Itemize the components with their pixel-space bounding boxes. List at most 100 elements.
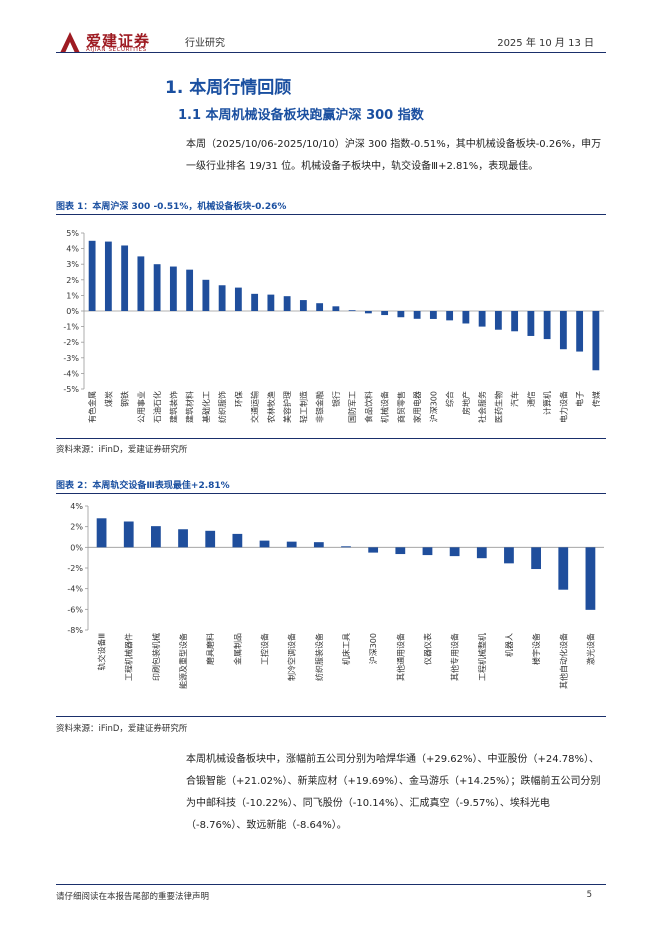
x-tick-label: 电子 — [575, 391, 585, 407]
y-tick-label: 3% — [66, 260, 79, 269]
figure-2-bottom-divider — [56, 716, 606, 717]
bar — [251, 293, 259, 311]
bar — [531, 547, 541, 570]
x-tick-label: 社会服务 — [477, 391, 487, 423]
report-category: 行业研究 — [185, 38, 225, 49]
x-tick-label: 沪深300 — [428, 391, 438, 422]
bar — [205, 530, 216, 548]
bar — [527, 311, 535, 336]
y-tick-label: 0% — [70, 543, 83, 552]
bar — [585, 547, 596, 610]
x-tick-label: 基础化工 — [201, 391, 211, 423]
y-tick-label: -2% — [67, 564, 83, 573]
x-tick-label: 煤炭 — [103, 391, 113, 407]
bar — [592, 311, 600, 371]
figure-1-divider — [56, 214, 606, 215]
bar — [218, 285, 226, 311]
x-tick-label: 其他通用设备 — [395, 633, 405, 681]
y-tick-label: 2% — [70, 523, 83, 532]
bar — [395, 547, 406, 555]
x-tick-label: 石油石化 — [152, 391, 162, 423]
bar — [368, 547, 379, 553]
bar — [478, 311, 486, 327]
x-tick-label: 金属制品 — [232, 633, 242, 665]
bar — [429, 311, 437, 319]
bar — [332, 306, 340, 311]
y-tick-label: -4% — [67, 585, 83, 594]
x-tick-label: 有色金属 — [87, 391, 97, 423]
logo-text: 爱建证券 — [86, 32, 151, 50]
header-divider — [56, 52, 606, 53]
x-tick-label: 非银金融 — [315, 391, 325, 423]
footer-divider — [56, 884, 606, 885]
x-tick-label: 仪器仪表 — [422, 633, 432, 665]
figure-2-title: 图表 2：本周轨交设备Ⅲ表现最佳+2.81% — [56, 481, 230, 491]
x-tick-label: 纺织服饰 — [217, 391, 227, 423]
y-tick-label: 4% — [66, 245, 79, 254]
y-tick-label: -2% — [63, 338, 79, 347]
x-tick-label: 能源及重型设备 — [178, 633, 188, 689]
y-tick-label: -6% — [67, 605, 83, 614]
x-tick-label: 电力设备 — [558, 391, 568, 423]
bar — [413, 311, 421, 319]
x-tick-label: 交通运输 — [250, 391, 260, 423]
x-tick-label: 环保 — [233, 391, 243, 407]
y-tick-label: 1% — [66, 291, 79, 300]
figure-1-bottom-divider — [56, 438, 606, 439]
x-tick-label: 美容护理 — [282, 391, 292, 423]
bar — [313, 542, 324, 548]
y-tick-label: 5% — [66, 229, 79, 238]
x-tick-label: 农林牧渔 — [266, 391, 276, 423]
figure-1-chart: 5% 4% 3% 2% 1% 0% -1% -2% -3% -4% -5% 有色金属 煤炭 钢铁 公用事业石… — [63, 229, 604, 423]
figure-1-title: 图表 1：本周沪深 300 -0.51%，机械设备板块-0.26% — [56, 202, 287, 212]
bar — [88, 240, 96, 311]
y-tick-label: -3% — [63, 354, 79, 363]
logo-subtext: AIJIAN SECURITIES — [86, 47, 147, 53]
bar — [348, 310, 356, 311]
summary-paragraph: 本周（2025/10/06-2025/10/10）沪深 300 指数-0.51%… — [186, 139, 602, 172]
bar — [96, 518, 107, 548]
bar — [494, 311, 502, 330]
x-tick-label: 通信 — [526, 391, 536, 407]
x-tick-label: 其他专用设备 — [450, 633, 460, 681]
x-tick-label: 机械设备 — [380, 391, 390, 423]
y-tick-label: -1% — [63, 323, 79, 332]
y-tick-label: 2% — [66, 276, 79, 285]
bar — [137, 256, 145, 311]
report-date: 2025 年 10 月 13 日 — [497, 38, 594, 49]
x-tick-label: 沪深300 — [368, 633, 378, 664]
x-tick-label: 商贸零售 — [396, 391, 406, 423]
x-tick-label: 纺织服装设备 — [314, 633, 324, 681]
x-tick-label: 轨交设备Ⅲ — [97, 633, 107, 671]
bar — [422, 547, 433, 556]
section-heading: 1. 本周行情回顾 — [165, 78, 292, 98]
x-tick-label: 房地产 — [461, 391, 471, 415]
bar — [286, 541, 297, 548]
subsection-heading: 1.1 本周机械设备板块跑赢沪深 300 指数 — [178, 108, 424, 123]
bar — [123, 521, 134, 548]
figure-2-chart: 4% 2% 0% -2% -4% -6% -8% 轨交设备Ⅲ 工程机械器件 印刷包装机械 能源及重型… — [67, 502, 604, 689]
y-tick-label: 4% — [70, 502, 83, 511]
y-tick-label: 0% — [66, 307, 79, 316]
bar — [299, 300, 307, 311]
company-performance-paragraph: 本周机械设备板块中，涨幅前五公司分别为哈焊华通（+29.62%）、中亚股份（+2… — [186, 754, 601, 831]
bar — [259, 540, 270, 548]
bar — [169, 266, 177, 311]
x-tick-label: 工程机械整机 — [477, 633, 487, 681]
x-tick-label: 建筑装饰 — [168, 391, 178, 423]
bar — [449, 547, 460, 557]
x-tick-label: 计算机 — [542, 391, 552, 415]
x-tick-label: 国防军工 — [347, 391, 357, 423]
x-tick-label: 工控设备 — [260, 633, 270, 665]
bar — [232, 533, 243, 548]
bar — [316, 303, 324, 311]
page-number: 5 — [586, 890, 592, 900]
figure-2-divider — [56, 493, 606, 494]
x-tick-label: 食品饮料 — [363, 391, 373, 423]
x-tick-label: 工程机械器件 — [124, 633, 134, 681]
x-tick-label: 其他自动化设备 — [558, 633, 568, 689]
x-tick-label: 银行 — [331, 391, 341, 407]
bar — [397, 311, 405, 318]
bar — [559, 311, 567, 350]
bar — [234, 287, 242, 311]
